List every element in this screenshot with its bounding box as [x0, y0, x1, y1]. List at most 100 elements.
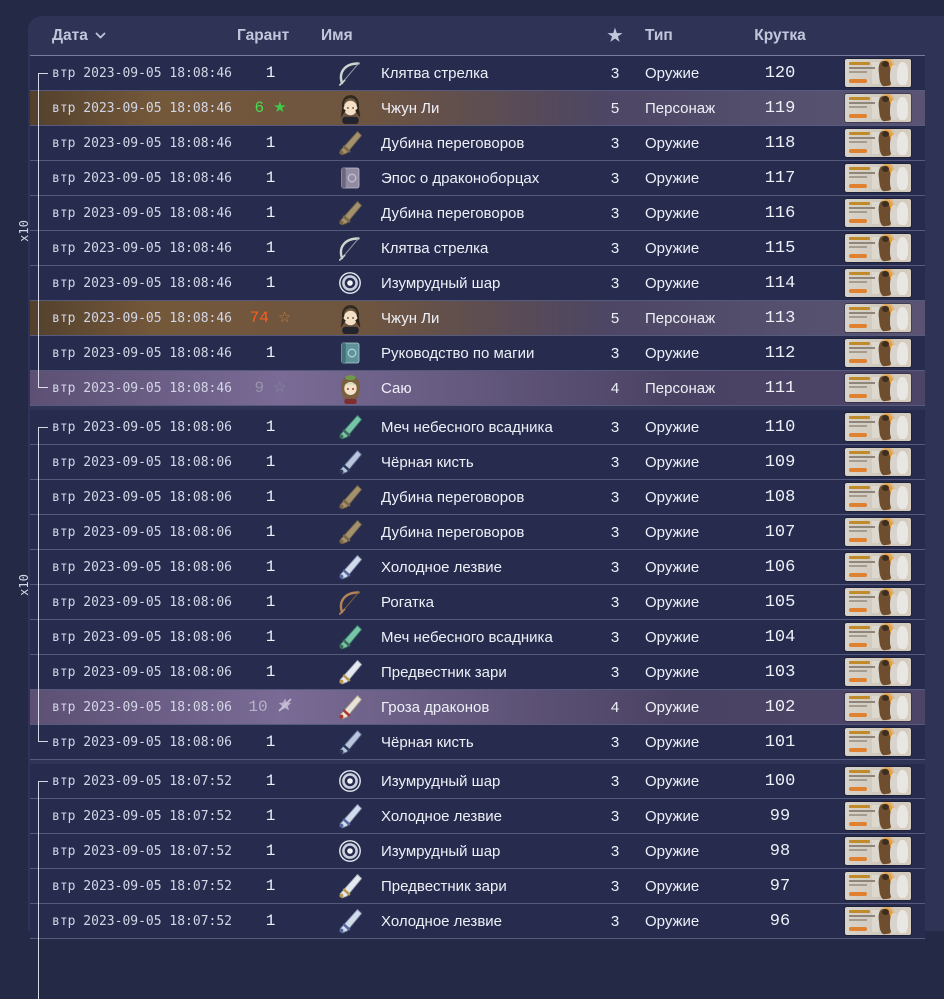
- sword-teal-icon: [320, 414, 380, 440]
- row-pity: 1: [235, 877, 320, 895]
- row-pity: 9 ☆: [235, 379, 320, 397]
- row-pity: 1: [235, 418, 320, 436]
- item-name: Предвестник зари: [380, 664, 595, 681]
- banner-thumbnail[interactable]: [845, 872, 911, 900]
- banner-thumb-cell: [820, 94, 925, 122]
- pity-count: 1: [266, 628, 276, 646]
- roll-number: 105: [740, 593, 820, 612]
- item-name: Холодное лезвие: [380, 808, 595, 825]
- row-date: втр 2023-09-05 18:08:06: [30, 420, 235, 435]
- polearm-red-icon: [320, 694, 380, 720]
- item-type: Оружие: [635, 559, 740, 576]
- batch-size-label: x10: [17, 220, 31, 242]
- column-header-guarantee: Гарант: [235, 27, 320, 45]
- banner-thumbnail[interactable]: [845, 658, 911, 686]
- item-rarity: 3: [595, 773, 635, 790]
- banner-thumbnail[interactable]: [845, 129, 911, 157]
- banner-thumb-cell: [820, 234, 925, 262]
- banner-thumbnail[interactable]: [845, 483, 911, 511]
- item-type: Персонаж: [635, 310, 740, 327]
- banner-thumb-cell: [820, 199, 925, 227]
- row-date: втр 2023-09-05 18:08:46: [30, 311, 235, 326]
- item-rarity: 3: [595, 65, 635, 82]
- roll-number: 115: [740, 239, 820, 258]
- table-row: втр 2023-09-05 18:08:06 1 Холодное лезви…: [30, 550, 925, 585]
- banner-thumbnail[interactable]: [845, 164, 911, 192]
- wish-batch-group: x10 втр 2023-09-05 18:08:06 1 Меч небесн…: [30, 410, 925, 760]
- pity-count: 1: [266, 912, 276, 930]
- row-date: втр 2023-09-05 18:08:46: [30, 276, 235, 291]
- banner-thumb-cell: [820, 374, 925, 402]
- star-filled-icon: ★: [273, 99, 286, 117]
- banner-thumbnail[interactable]: [845, 518, 911, 546]
- banner-thumbnail[interactable]: [845, 553, 911, 581]
- roll-number: 104: [740, 628, 820, 647]
- banner-thumbnail[interactable]: [845, 94, 911, 122]
- roll-number: 120: [740, 64, 820, 83]
- banner-thumb-cell: [820, 413, 925, 441]
- catalyst-icon: [320, 270, 380, 296]
- item-name: Меч небесного всадника: [380, 629, 595, 646]
- banner-thumbnail[interactable]: [845, 693, 911, 721]
- item-name: Холодное лезвие: [380, 913, 595, 930]
- item-name: Клятва стрелка: [380, 240, 595, 257]
- banner-thumbnail[interactable]: [845, 59, 911, 87]
- row-pity: 1: [235, 523, 320, 541]
- banner-thumbnail[interactable]: [845, 802, 911, 830]
- row-date: втр 2023-09-05 18:08:06: [30, 595, 235, 610]
- banner-thumbnail[interactable]: [845, 448, 911, 476]
- banner-thumbnail[interactable]: [845, 304, 911, 332]
- claymore-icon: [320, 519, 380, 545]
- banner-thumbnail[interactable]: [845, 339, 911, 367]
- banner-thumbnail[interactable]: [845, 413, 911, 441]
- item-rarity: 3: [595, 913, 635, 930]
- banner-thumbnail[interactable]: [845, 199, 911, 227]
- banner-thumbnail[interactable]: [845, 269, 911, 297]
- item-rarity: 3: [595, 489, 635, 506]
- table-row: втр 2023-09-05 18:07:52 1 Холодное лезви…: [30, 904, 925, 939]
- date-header-label: Дата: [52, 27, 88, 45]
- item-type: Оружие: [635, 843, 740, 860]
- row-pity: 1: [235, 274, 320, 292]
- banner-thumbnail[interactable]: [845, 374, 911, 402]
- row-date: втр 2023-09-05 18:07:52: [30, 844, 235, 859]
- pity-count: 1: [266, 488, 276, 506]
- pity-count: 1: [266, 842, 276, 860]
- row-pity: 1: [235, 558, 320, 576]
- banner-thumbnail[interactable]: [845, 837, 911, 865]
- item-rarity: 5: [595, 310, 635, 327]
- row-date: втр 2023-09-05 18:07:52: [30, 879, 235, 894]
- row-date: втр 2023-09-05 18:07:52: [30, 914, 235, 929]
- banner-thumbnail[interactable]: [845, 234, 911, 262]
- banner-thumbnail[interactable]: [845, 728, 911, 756]
- item-type: Оружие: [635, 419, 740, 436]
- pity-count: 9: [254, 379, 264, 397]
- item-name: Эпос о драконоборцах: [380, 170, 595, 187]
- star-outline-icon: ☆: [278, 309, 291, 327]
- item-type: Оружие: [635, 489, 740, 506]
- banner-thumbnail[interactable]: [845, 623, 911, 651]
- pity-count: 1: [266, 558, 276, 576]
- column-header-date[interactable]: Дата: [30, 27, 235, 45]
- row-date: втр 2023-09-05 18:08:46: [30, 136, 235, 151]
- banner-thumbnail[interactable]: [845, 588, 911, 616]
- item-type: Оружие: [635, 170, 740, 187]
- row-pity: 1: [235, 239, 320, 257]
- item-rarity: 3: [595, 808, 635, 825]
- item-rarity: 3: [595, 734, 635, 751]
- pity-count: 10: [248, 698, 267, 716]
- item-name: Меч небесного всадника: [380, 419, 595, 436]
- row-pity: 1: [235, 593, 320, 611]
- roll-number: 116: [740, 204, 820, 223]
- row-pity: 1: [235, 64, 320, 82]
- banner-thumb-cell: [820, 164, 925, 192]
- banner-thumb-cell: [820, 872, 925, 900]
- banner-thumbnail[interactable]: [845, 767, 911, 795]
- row-date: втр 2023-09-05 18:08:46: [30, 66, 235, 81]
- star-outline-icon: ☆: [273, 379, 286, 397]
- row-pity: 1: [235, 772, 320, 790]
- pity-count: 1: [266, 274, 276, 292]
- roll-number: 103: [740, 663, 820, 682]
- table-row: втр 2023-09-05 18:08:06 10 Гроза драконо…: [30, 690, 925, 725]
- item-name: Дубина переговоров: [380, 489, 595, 506]
